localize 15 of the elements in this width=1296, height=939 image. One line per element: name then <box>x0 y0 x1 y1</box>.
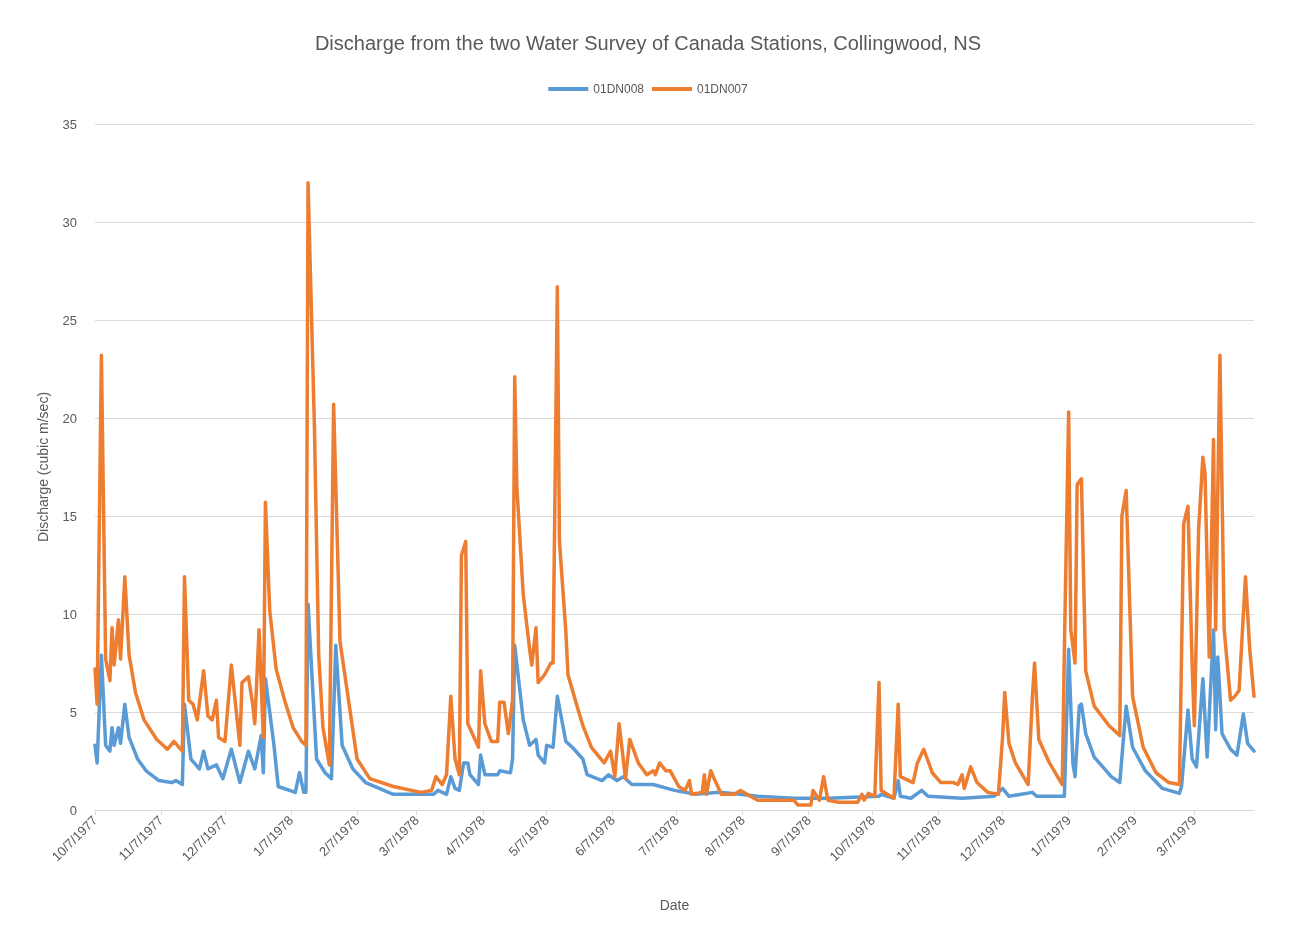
y-tick-label: 30 <box>62 214 77 230</box>
line-series <box>93 181 1256 807</box>
y-tick-label: 10 <box>62 606 77 622</box>
y-tick-label: 15 <box>62 508 77 524</box>
y-tick-label: 0 <box>69 802 77 818</box>
x-axis-title: Date <box>659 897 690 913</box>
y-tick-label: 5 <box>69 704 77 720</box>
chart-title: Discharge from the two Water Survey of Canada Stations, Collingwood, NS <box>314 32 982 54</box>
y-axis-title: Discharge (cubic m/sec) <box>35 391 51 543</box>
y-tick-label: 20 <box>62 410 77 426</box>
legend-label: 01DN008 <box>593 82 645 96</box>
y-tick-label: 35 <box>62 116 77 132</box>
y-tick-label: 25 <box>62 312 77 328</box>
legend-label: 01DN007 <box>697 82 749 96</box>
line-series <box>93 602 1256 800</box>
